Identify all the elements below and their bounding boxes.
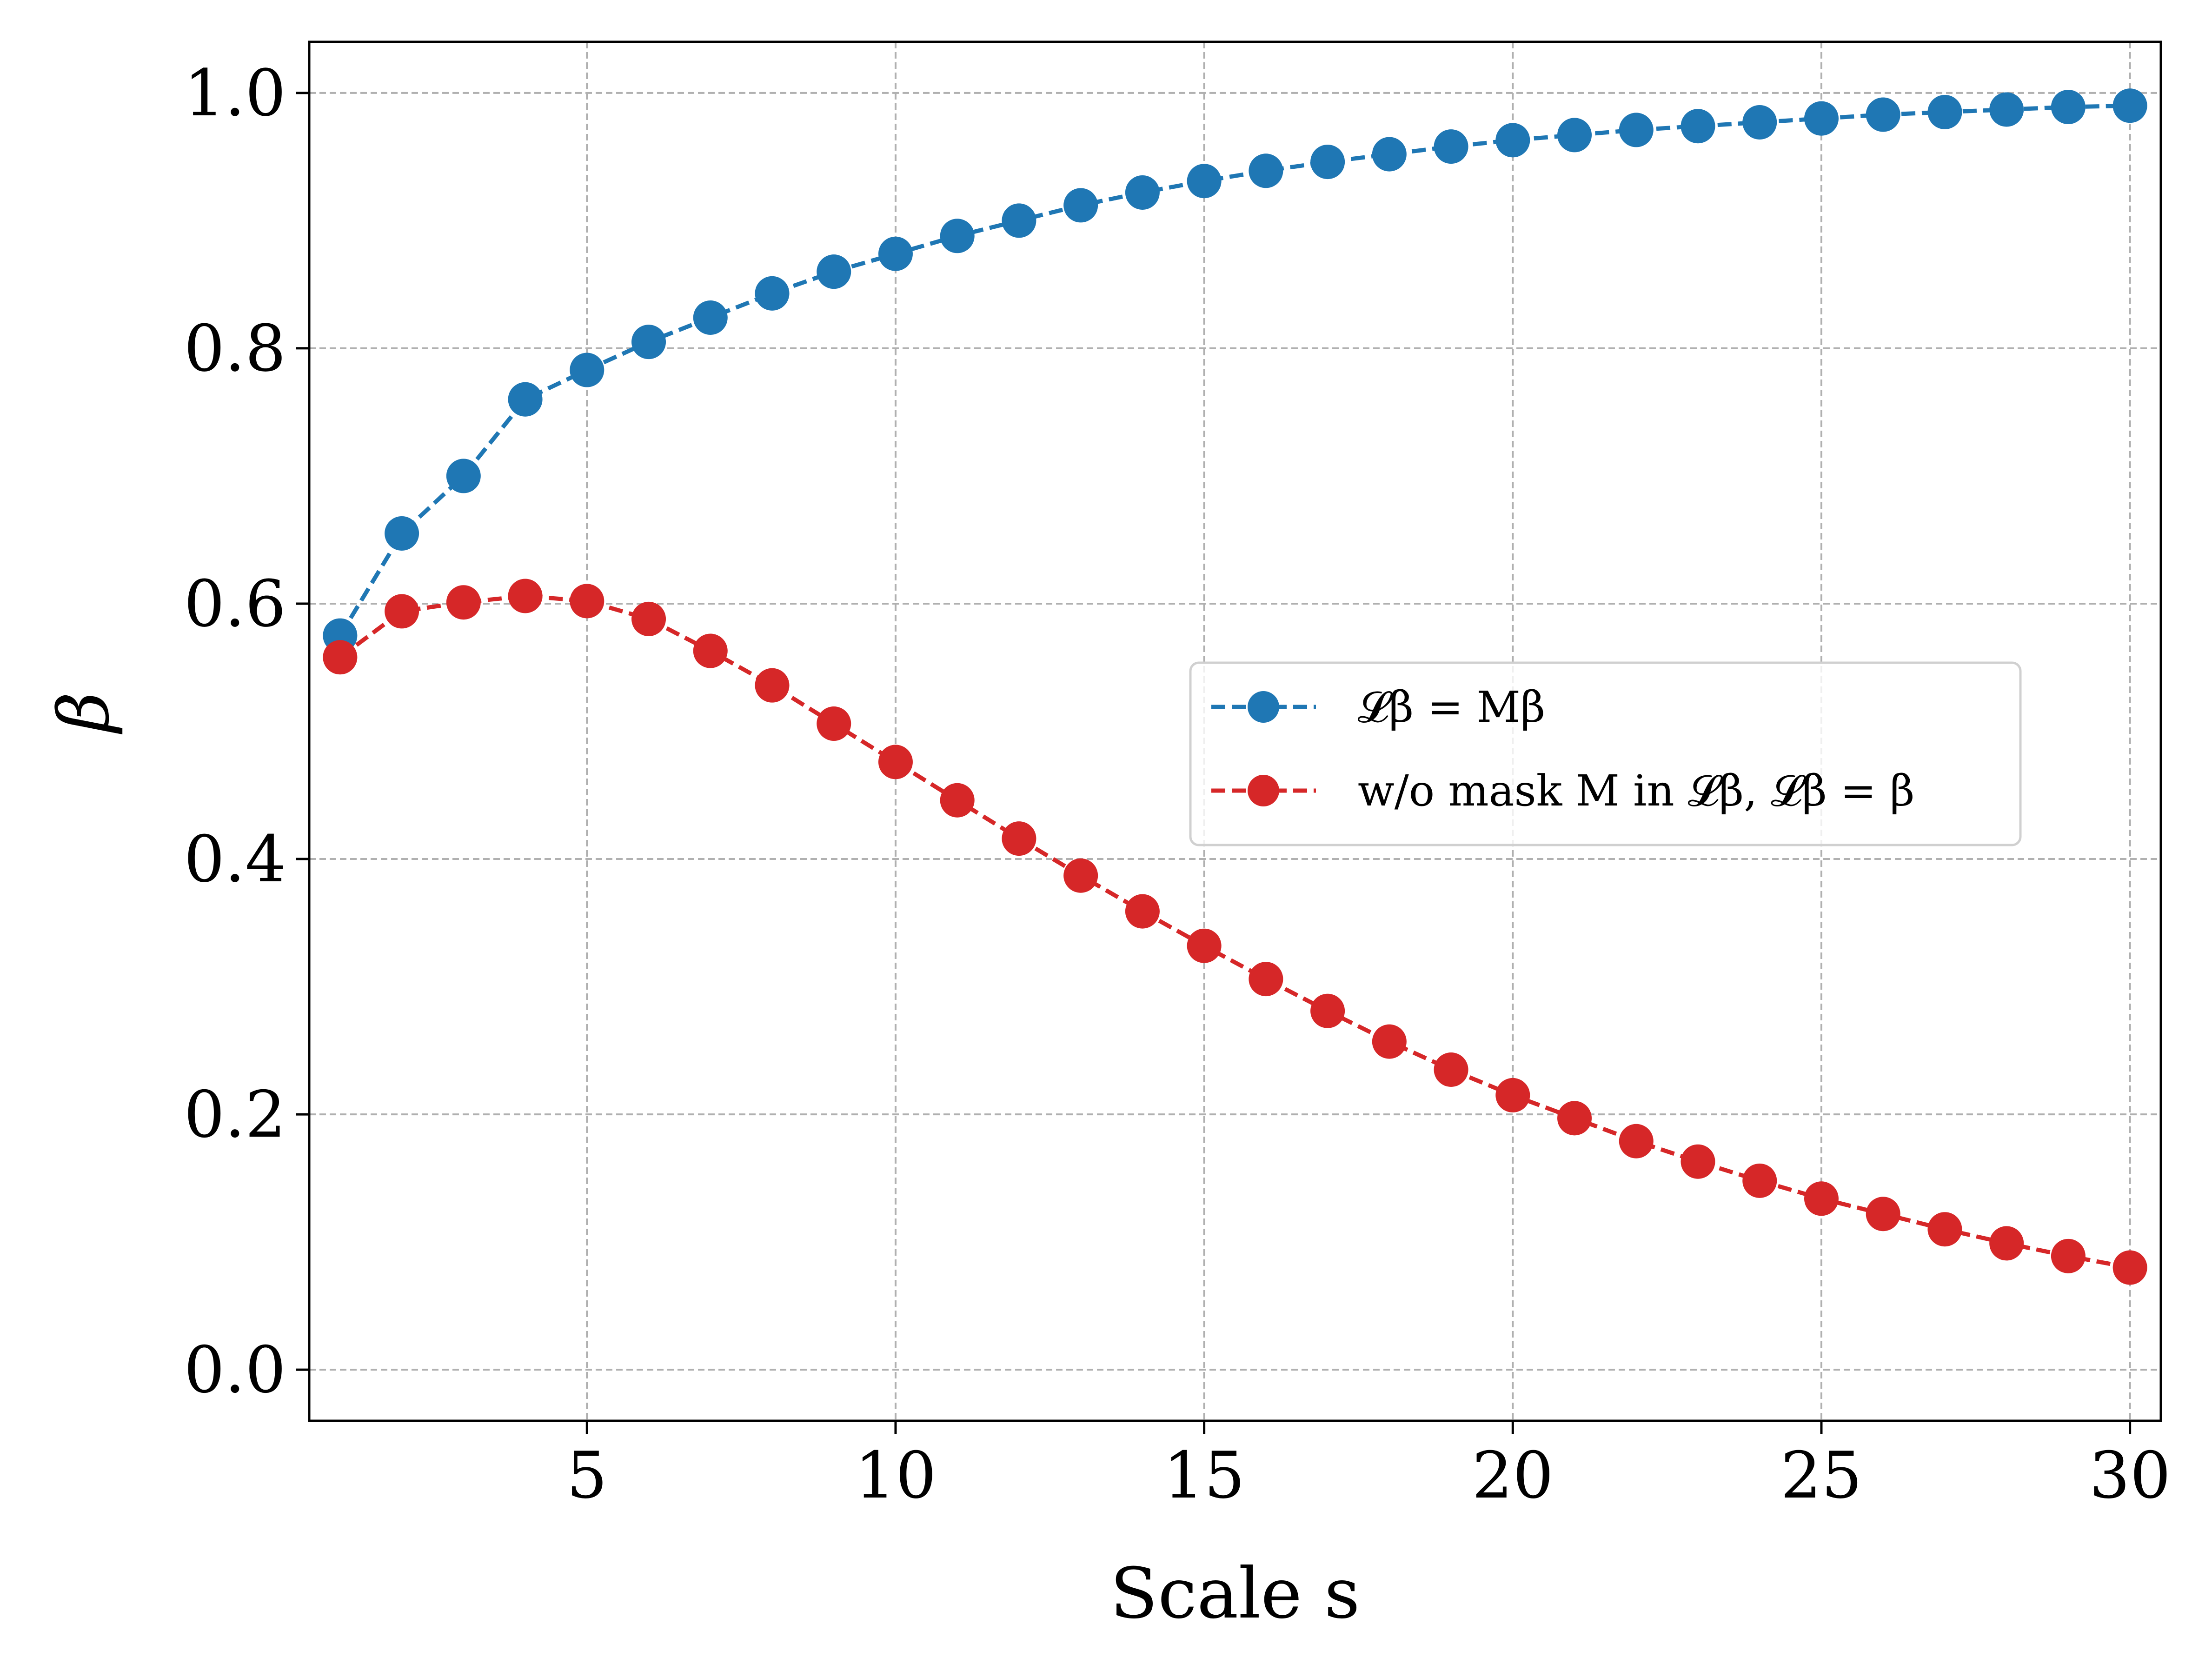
data-point (1989, 1226, 2024, 1261)
data-point (1310, 145, 1345, 180)
data-point (2112, 1250, 2147, 1285)
plot-frame (308, 40, 2162, 1422)
data-point (1557, 1101, 1592, 1136)
legend: 𝓛β = Mβ w/o mask M in 𝓛β, 𝓛β = β (1189, 661, 2022, 846)
y-tick-label: 0.6 (184, 566, 286, 641)
data-point (1310, 993, 1345, 1028)
x-tick-label: 20 (1472, 1438, 1554, 1513)
data-point (693, 633, 728, 668)
data-point (2112, 88, 2147, 123)
data-point (1372, 137, 1407, 172)
x-tick-label: 5 (566, 1438, 607, 1513)
data-point (1804, 1181, 1839, 1216)
data-point (570, 584, 604, 619)
data-point (385, 594, 419, 629)
data-point (1063, 188, 1098, 223)
x-axis-label: Scale s (1110, 1553, 1360, 1634)
data-point (570, 353, 604, 387)
y-tick-label: 0.2 (184, 1077, 286, 1152)
x-tick-label: 10 (855, 1438, 937, 1513)
x-tick-label: 25 (1780, 1438, 1862, 1513)
data-point (755, 668, 790, 703)
data-point (1742, 105, 1777, 140)
data-point (1495, 1078, 1530, 1112)
data-point (817, 254, 851, 289)
y-tick-label: 1.0 (184, 56, 286, 131)
data-point (1249, 962, 1283, 997)
data-point (508, 382, 543, 417)
data-point (1989, 92, 2024, 127)
data-point (1125, 894, 1160, 929)
data-point (1249, 153, 1283, 188)
data-point (1187, 164, 1222, 199)
data-point (878, 745, 913, 779)
data-point (508, 579, 543, 613)
data-point (1372, 1024, 1407, 1059)
data-point (1866, 97, 1900, 132)
data-point (631, 601, 666, 636)
data-point (1619, 113, 1654, 147)
data-point (1002, 203, 1036, 238)
data-point (1434, 129, 1468, 164)
data-point (1125, 175, 1160, 210)
data-point (1681, 1144, 1715, 1179)
data-point (817, 706, 851, 741)
data-point (2051, 90, 2086, 125)
data-point (755, 276, 790, 311)
series-2 (323, 579, 2147, 1285)
data-point (1866, 1197, 1900, 1232)
data-point (1434, 1052, 1468, 1087)
data-point (2051, 1238, 2086, 1273)
data-point (940, 783, 975, 818)
data-point (1681, 109, 1715, 144)
data-point (1742, 1163, 1777, 1198)
legend-marker-series-1 (1248, 691, 1279, 723)
data-point (940, 219, 975, 253)
data-point (446, 585, 481, 620)
x-tick-label: 30 (2089, 1438, 2171, 1513)
series-1 (323, 88, 2147, 653)
legend-frame (1189, 661, 2022, 846)
data-point (1063, 858, 1098, 893)
axis-ticks: 5 10 15 20 25 30 0.0 0.2 0.4 0.6 0.8 1.0 (184, 56, 2171, 1513)
data-point (1495, 123, 1530, 158)
y-tick-label: 0.8 (184, 311, 286, 386)
data-point (446, 459, 481, 493)
data-point (693, 300, 728, 335)
legend-label-series-2: w/o mask M in 𝓛β, 𝓛β = β (1358, 766, 1914, 816)
y-tick-label: 0.0 (184, 1332, 286, 1407)
data-point (1187, 928, 1222, 963)
x-tick-label: 15 (1163, 1438, 1245, 1513)
data-point (878, 236, 913, 271)
data-point (1619, 1124, 1654, 1158)
data-point (1927, 1212, 1962, 1247)
y-tick-label: 0.4 (184, 822, 286, 897)
y-axis-label: β (44, 692, 125, 735)
legend-label-series-1: 𝓛β = Mβ (1358, 682, 1545, 732)
legend-marker-series-2 (1248, 775, 1279, 806)
data-point (385, 516, 419, 551)
series-layer (323, 88, 2147, 1285)
data-point (1557, 118, 1592, 153)
data-point (1002, 821, 1036, 856)
data-point (323, 640, 358, 675)
data-point (1804, 101, 1839, 136)
data-point (631, 325, 666, 359)
data-point (1927, 94, 1962, 129)
